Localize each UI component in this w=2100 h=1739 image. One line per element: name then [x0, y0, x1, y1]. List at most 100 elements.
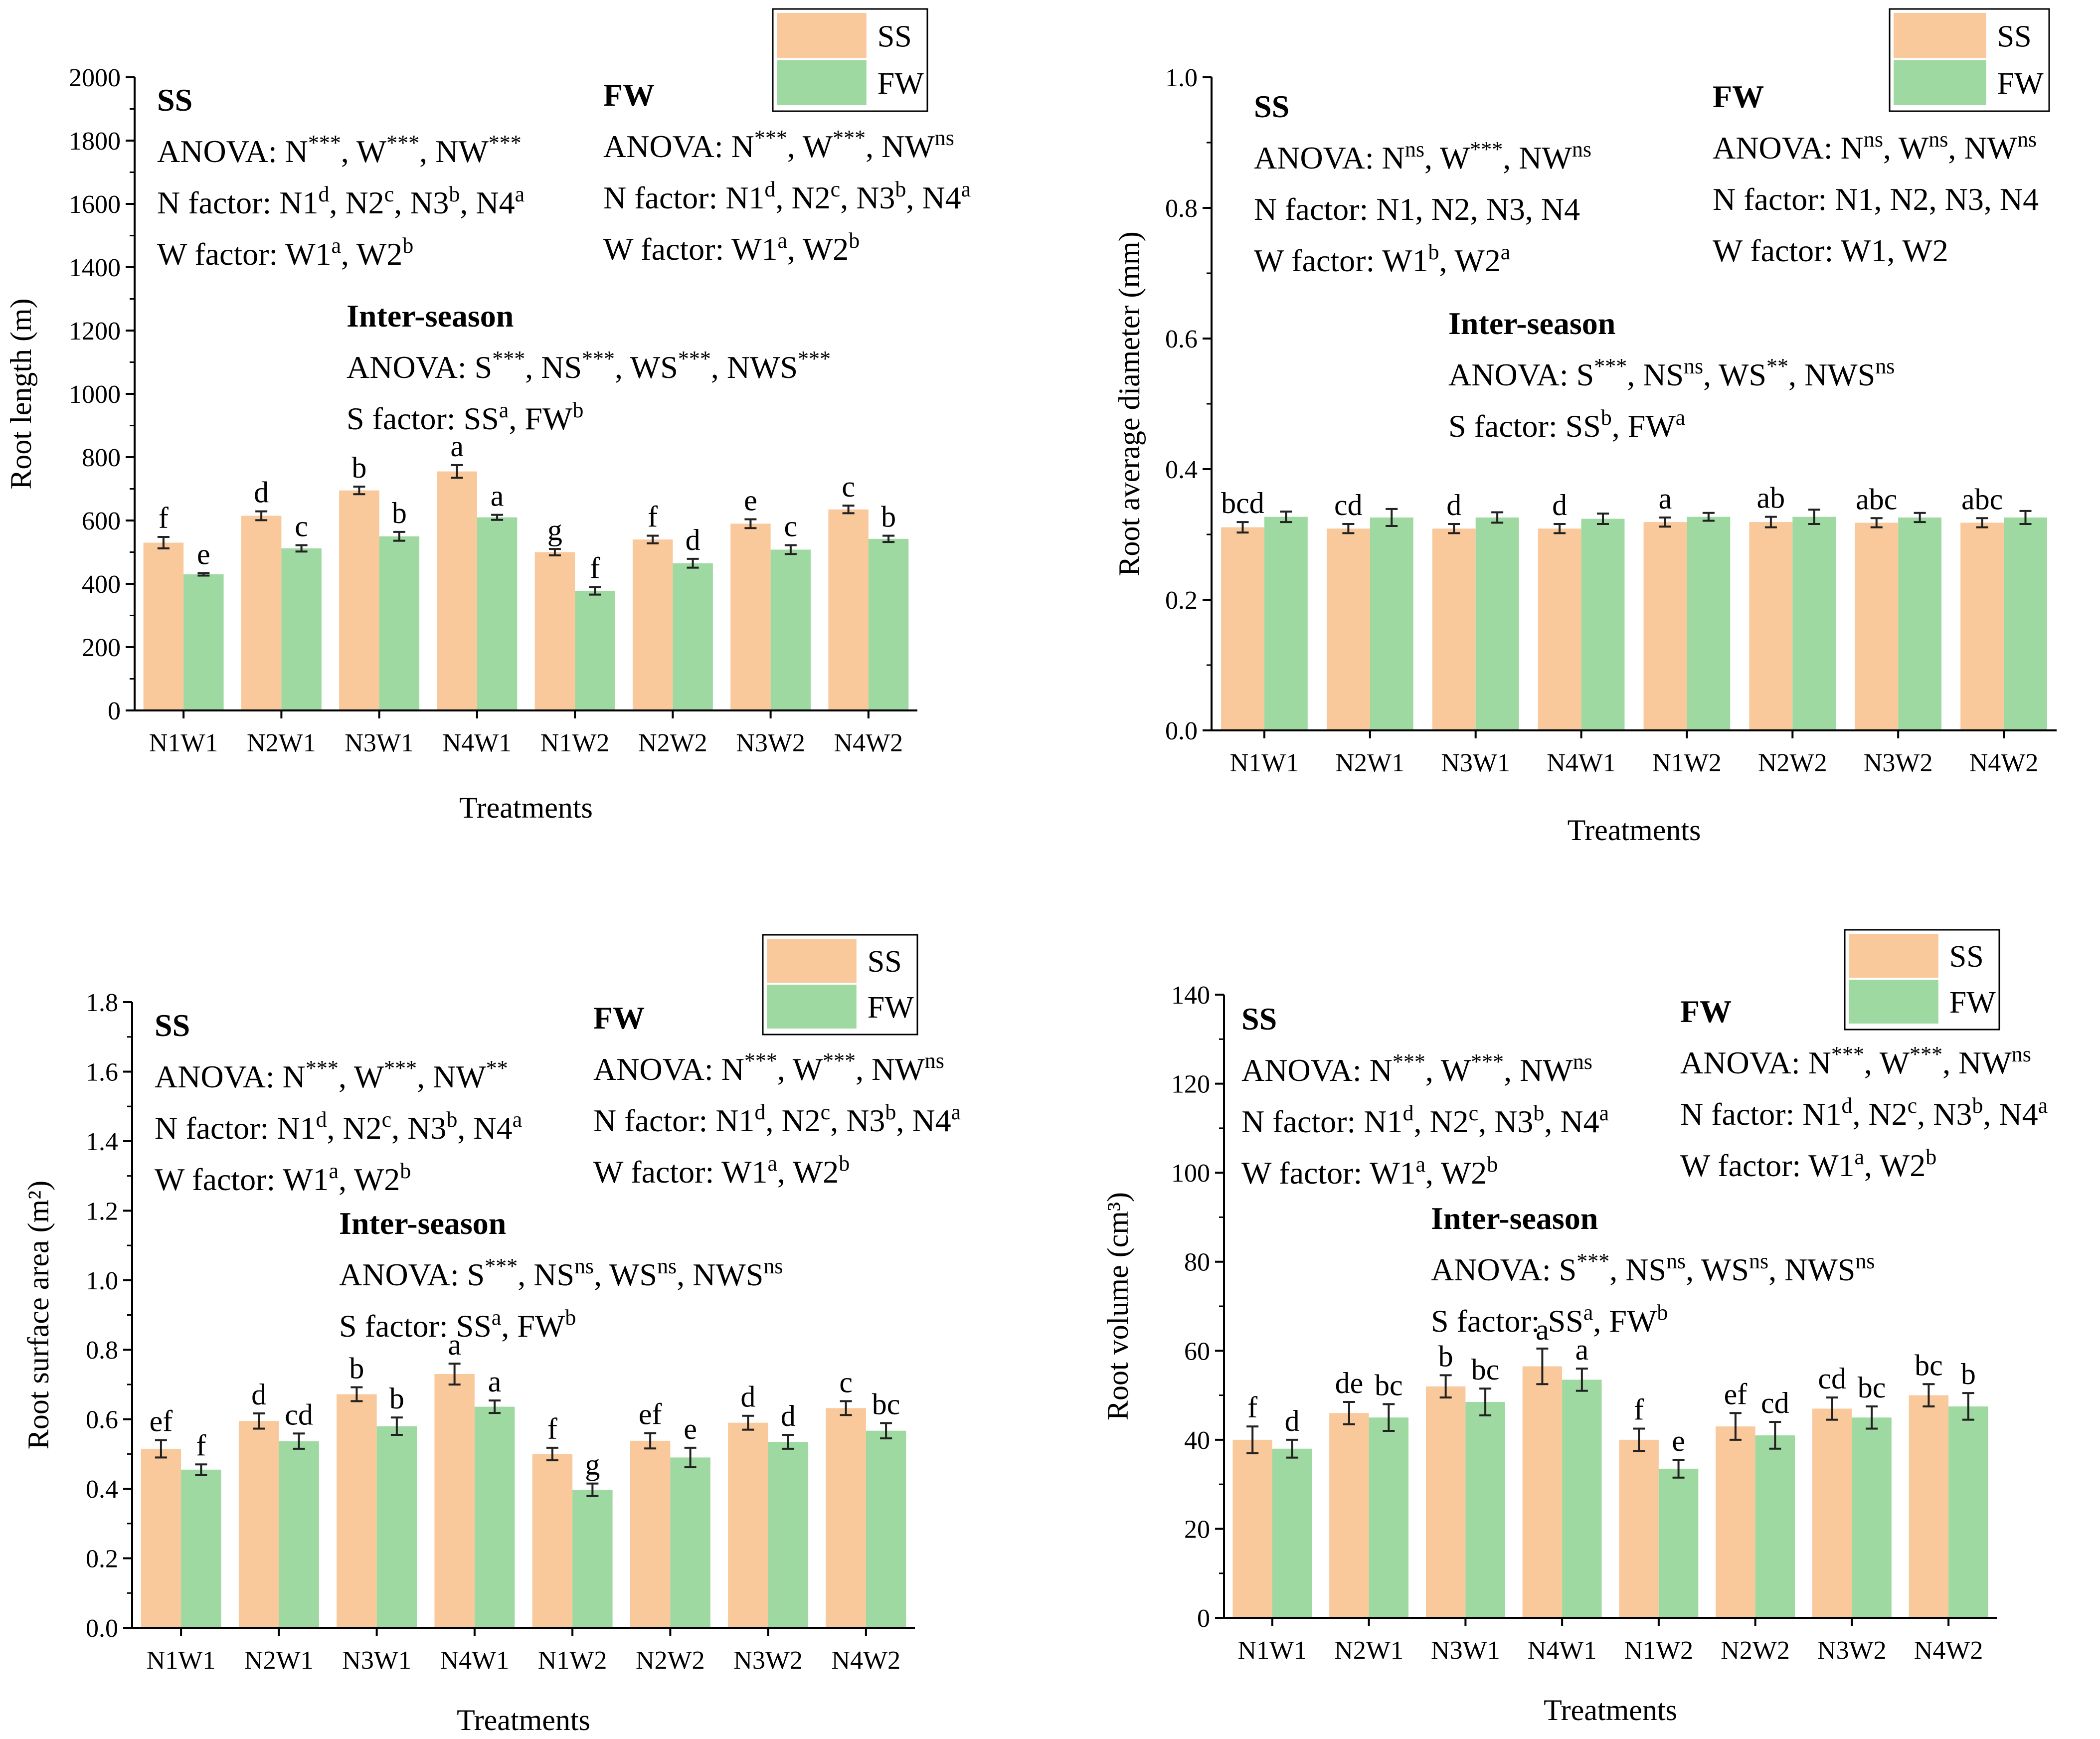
- fw-annotation-line-part: b: [885, 1100, 896, 1124]
- error-bar: [2019, 510, 2032, 525]
- bar-fw-n1w2: [575, 590, 615, 710]
- error-bar: [295, 544, 308, 553]
- inter-season-annotation-line-part: , NWS: [1788, 357, 1875, 392]
- bar-ss-n1w1: [141, 1448, 181, 1628]
- bar-fw-n2w1: [281, 548, 322, 710]
- ss-annotation-line-part: ANOVA: N: [1241, 1052, 1393, 1088]
- fw-annotation-line-part: ***: [1910, 1042, 1942, 1066]
- bar-fw-n4w2: [868, 538, 909, 710]
- error-bar: [1575, 1368, 1588, 1392]
- error-bar: [1914, 512, 1926, 523]
- y-tick-label: 40: [1184, 1426, 1210, 1455]
- fw-annotation-line-part: , NW: [856, 1051, 925, 1087]
- inter-season-annotation-line: ANOVA: S***, NSns, WSns, NWSns: [339, 1254, 783, 1292]
- error-bar: [491, 514, 504, 521]
- significance-label: e: [744, 484, 757, 517]
- fw-annotation-line-part: , N4: [906, 180, 961, 215]
- bar-ss-n3w2: [1812, 1408, 1852, 1618]
- fw-annotation-line-part: b: [849, 228, 860, 253]
- inter-season-annotation-line-part: ANOVA: S: [1431, 1252, 1576, 1287]
- fw-annotation-line-part: , N4: [896, 1103, 951, 1138]
- x-tick-label: N4W2: [1969, 749, 2039, 777]
- x-tick-label: N4W1: [440, 1646, 510, 1675]
- inter-season-annotation-line-part: a: [499, 398, 509, 422]
- error-bar: [589, 586, 601, 596]
- y-tick-label: 1200: [69, 317, 121, 346]
- inter-season-annotation-line-part: , FW: [509, 401, 573, 436]
- legend-swatch-ss: [767, 939, 857, 983]
- bar-ss-n4w2: [828, 509, 869, 710]
- fw-annotation-line-part: N factor: N1: [593, 1103, 754, 1138]
- bar-ss-n2w2: [632, 539, 673, 710]
- error-bar: [647, 534, 659, 544]
- fw-annotation-line-part: , NW: [866, 129, 935, 164]
- ss-annotation-line-part: , N4: [460, 185, 515, 220]
- error-bar: [742, 1414, 754, 1431]
- legend-label-fw: FW: [868, 991, 914, 1025]
- ss-annotation-line-part: W factor: W1: [155, 1162, 329, 1197]
- fw-annotation-line: N factor: N1, N2, N3, N4: [1713, 181, 2039, 217]
- fw-annotation-line-part: W factor: W1, W2: [1713, 233, 1948, 268]
- inter-season-annotation-line-part: , WS: [594, 1257, 657, 1292]
- ss-annotation-line: ANOVA: N***, W***, NW***: [157, 131, 522, 169]
- ss-annotation-line-part: , W2: [1439, 243, 1501, 278]
- significance-label: ef: [639, 1398, 662, 1431]
- ss-annotation-line-part: , N2: [329, 185, 384, 220]
- bar-ss-n2w1: [1329, 1413, 1369, 1618]
- ss-annotation-line-part: d: [316, 1107, 327, 1132]
- significance-label: d: [1285, 1404, 1300, 1437]
- y-tick-label: 0.4: [1165, 456, 1198, 484]
- inter-season-annotation-line-part: ns: [1855, 1249, 1875, 1273]
- ss-annotation-line-part: ***: [384, 1056, 417, 1080]
- bar-fw-n4w2: [1948, 1406, 1988, 1618]
- error-bar: [1596, 513, 1609, 525]
- inter-season-annotation-line-part: ***: [492, 347, 525, 371]
- inter-season-heading: Inter-season: [1431, 1201, 1598, 1236]
- significance-label: d: [781, 1399, 796, 1432]
- fw-annotation-line-part: a: [2038, 1093, 2048, 1118]
- fw-annotation-line-part: b: [1925, 1145, 1936, 1169]
- error-bar: [293, 1432, 305, 1450]
- error-bar: [157, 536, 170, 549]
- fw-annotation-line-part: , N3: [1917, 1096, 1972, 1132]
- y-tick-label: 600: [82, 507, 121, 535]
- ss-annotation-line-part: b: [402, 233, 413, 258]
- significance-label: bc: [1375, 1369, 1403, 1401]
- fw-annotation-line-part: N factor: N1, N2, N3, N4: [1713, 181, 2039, 217]
- y-axis-title: Root average diameter (mm): [1113, 231, 1146, 576]
- x-tick-label: N2W2: [638, 729, 707, 757]
- x-tick-label: N1W2: [540, 729, 610, 757]
- inter-season-annotation-line-part: b: [1601, 405, 1612, 430]
- significance-label: f: [196, 1429, 206, 1462]
- y-axis-title: Root length (m): [4, 298, 37, 489]
- bar-fw-n2w2: [1792, 517, 1836, 730]
- y-tick-label: 140: [1171, 981, 1210, 1010]
- legend-swatch-fw: [767, 985, 857, 1029]
- x-tick-label: N1W1: [147, 1646, 216, 1675]
- significance-label: d: [254, 476, 269, 509]
- inter-season-annotation-line-part: , FW: [1593, 1303, 1657, 1339]
- x-tick-label: N2W2: [636, 1646, 705, 1675]
- fw-annotation-line-part: , W2: [777, 1154, 839, 1190]
- y-tick-label: 60: [1184, 1337, 1210, 1366]
- ss-annotation-line-part: ***: [308, 131, 341, 155]
- bar-fw-n3w2: [1852, 1417, 1892, 1618]
- bar-fw-n1w2: [1658, 1468, 1699, 1618]
- error-bar: [546, 1446, 558, 1461]
- bar-fw-n2w1: [279, 1441, 319, 1628]
- inter-season-annotation-line: S factor: SSa, FWb: [339, 1305, 576, 1344]
- inter-season-annotation-line-part: ns: [1749, 1249, 1768, 1273]
- significance-label: f: [590, 551, 600, 584]
- legend-label-ss: SS: [877, 19, 912, 53]
- legend-label-ss: SS: [1997, 19, 2032, 53]
- bar-fw-n3w1: [1475, 517, 1519, 730]
- bar-fw-n2w2: [670, 1457, 710, 1628]
- x-tick-label: N1W1: [1238, 1636, 1307, 1665]
- y-tick-label: 1.6: [86, 1058, 118, 1086]
- inter-season-annotation-line: S factor: SSb, FWa: [1448, 405, 1685, 444]
- bar-ss-n4w1: [1522, 1366, 1563, 1618]
- fw-annotation-line-part: , NW: [1948, 130, 2017, 166]
- inter-season-annotation-line-part: , WS: [615, 349, 678, 385]
- x-tick-label: N4W2: [834, 729, 903, 757]
- significance-label: a: [491, 480, 504, 513]
